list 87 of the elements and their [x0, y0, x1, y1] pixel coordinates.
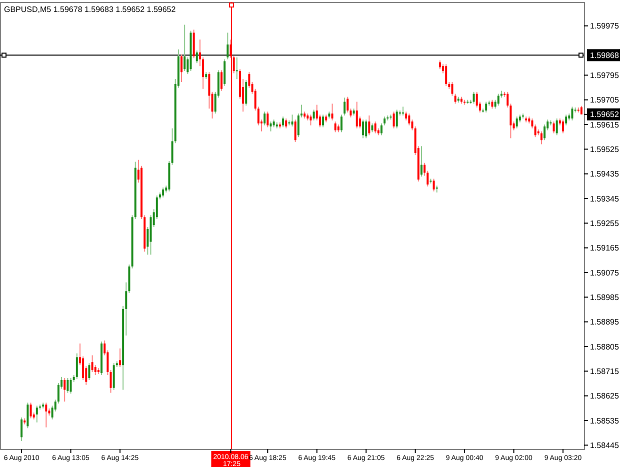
y-tick-label: 1.58535 — [590, 416, 620, 426]
y-tick-label: 1.59975 — [590, 22, 620, 31]
candlestick — [562, 119, 564, 134]
candlestick — [540, 130, 542, 145]
candlestick — [285, 118, 288, 129]
candlestick — [365, 119, 368, 139]
candlestick — [571, 106, 574, 121]
candlestick — [552, 120, 555, 134]
candlestick — [396, 109, 398, 129]
candlestick — [180, 54, 183, 83]
candlestick — [26, 402, 29, 429]
candlestick — [184, 24, 186, 72]
candlestick — [245, 80, 248, 106]
candlestick — [162, 187, 164, 198]
candlestick — [91, 354, 94, 372]
candlestick — [374, 120, 376, 134]
candlestick — [220, 70, 223, 92]
candlestick — [192, 29, 195, 59]
candlestick — [64, 378, 66, 402]
candlestick — [322, 114, 324, 128]
y-tick-label: 1.59795 — [590, 70, 620, 80]
candlestick — [294, 119, 296, 143]
candlestick — [392, 111, 395, 129]
candlestick — [236, 56, 238, 80]
candlestick — [408, 113, 410, 126]
candlestick — [266, 111, 269, 128]
candlestick — [485, 101, 488, 113]
candlestick — [118, 348, 121, 368]
candlestick — [516, 116, 518, 129]
candlestick — [497, 93, 500, 106]
candlestick — [270, 120, 272, 132]
candlestick — [340, 114, 342, 133]
candlestick — [451, 82, 454, 96]
candlestick — [208, 72, 210, 110]
y-tick-label: 1.58895 — [590, 318, 620, 327]
candlestick — [380, 122, 382, 136]
candlestick — [565, 114, 568, 126]
candlestick — [282, 116, 284, 128]
ref-line-label: 1.59868 — [590, 50, 620, 60]
candlestick — [30, 402, 32, 419]
candlestick — [356, 101, 358, 129]
y-tick-label: 1.58625 — [590, 392, 620, 401]
candlestick — [20, 416, 23, 442]
candlestick — [76, 352, 78, 380]
y-tick-label: 1.58715 — [590, 366, 620, 376]
y-tick-label: 1.58805 — [590, 342, 620, 352]
candlestick — [66, 378, 69, 394]
candlestick — [531, 118, 534, 129]
candlestick — [432, 178, 435, 192]
candlestick — [331, 103, 334, 121]
y-tick-label: 1.58445 — [590, 440, 620, 450]
candlestick — [45, 402, 48, 428]
candlestick — [310, 114, 312, 126]
candlestick — [472, 91, 475, 104]
candlestick — [556, 118, 558, 136]
y-tick-label: 1.59615 — [590, 120, 620, 130]
candlestick — [291, 114, 294, 127]
y-tick-label: 1.59525 — [590, 144, 620, 154]
candlestick — [226, 32, 229, 60]
y-tick-label: 1.59705 — [590, 96, 620, 105]
y-tick-label: 1.59435 — [590, 170, 620, 179]
candlestick — [312, 109, 315, 121]
y-tick-label: 1.59075 — [590, 268, 620, 278]
candlestick — [454, 93, 456, 104]
candlestick — [36, 405, 38, 423]
y-tick-label: 1.59165 — [590, 244, 620, 253]
candlestick — [264, 111, 266, 126]
y-tick-label: 1.59652 — [590, 110, 620, 120]
y-tick-label: 1.59255 — [590, 218, 620, 228]
candlestick — [196, 50, 198, 64]
candlestick — [88, 362, 90, 380]
candlestick — [344, 97, 346, 116]
y-tick-label: 1.59345 — [590, 194, 620, 204]
candlestick — [445, 64, 448, 86]
candlestick — [534, 124, 536, 138]
candlestick — [334, 120, 336, 133]
candlestick — [110, 370, 112, 394]
chart-title: GBPUSD,M5 1.59678 1.59683 1.59652 1.59652 — [4, 5, 176, 14]
candlestick — [476, 91, 478, 108]
candlestick — [224, 58, 226, 86]
candlestick — [368, 114, 370, 136]
candlestick — [420, 146, 422, 178]
candlestick — [70, 378, 72, 394]
y-tick-label: 1.58985 — [590, 292, 620, 302]
candlestick — [362, 119, 364, 139]
candlestick — [248, 72, 250, 88]
candlestick — [112, 362, 115, 390]
